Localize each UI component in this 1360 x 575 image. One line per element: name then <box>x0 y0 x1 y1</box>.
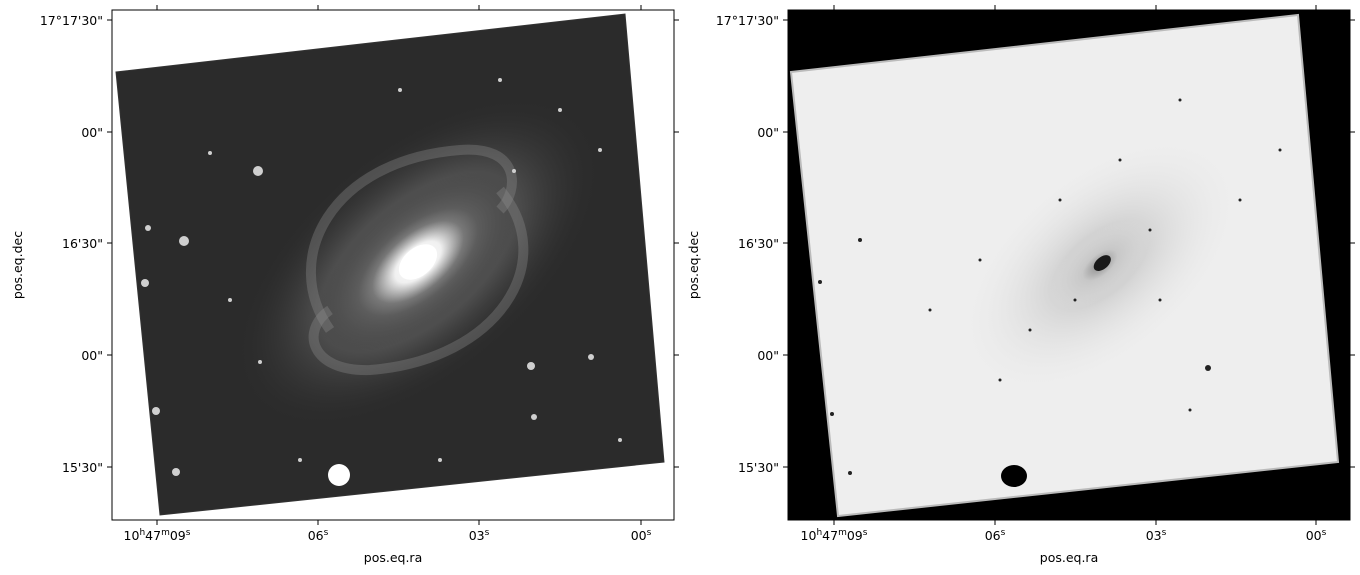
left-y-tick-label: 17°17'30" <box>40 13 103 28</box>
left-image-panel: 17°17'30" 00" 16'30" 00" 15'30" 10h47m09… <box>10 5 679 565</box>
right-x-tick-label: 00s <box>1306 528 1327 543</box>
right-axes-frame <box>787 9 1351 521</box>
right-galaxy <box>956 133 1244 397</box>
left-y-axis-label: pos.eq.dec <box>10 231 25 299</box>
right-x-axis-label: pos.eq.ra <box>1040 550 1098 565</box>
left-image-area <box>112 10 674 520</box>
right-image-area <box>788 10 1350 520</box>
left-y-tick-label: 15'30" <box>62 460 103 475</box>
right-y-tick-label: 15'30" <box>738 460 779 475</box>
right-y-tick-label: 00" <box>757 348 779 363</box>
left-y-tick-label: 00" <box>81 125 103 140</box>
left-galaxy <box>233 95 603 429</box>
right-y-axis-label: pos.eq.dec <box>686 231 701 299</box>
right-x-tick-label: 03s <box>1146 528 1167 543</box>
left-x-tick-label: 10h47m09s <box>124 528 191 543</box>
right-x-tick-label: 10h47m09s <box>801 528 868 543</box>
left-axes-frame <box>111 9 675 521</box>
right-mask-circle <box>1001 465 1027 487</box>
left-y-tick-label: 00" <box>81 348 103 363</box>
right-y-ticks <box>783 19 1355 468</box>
right-y-tick-label: 17°17'30" <box>716 13 779 28</box>
right-image-panel: 17°17'30" 00" 16'30" 00" 15'30" 10h47m09… <box>686 5 1355 565</box>
left-stars <box>141 78 622 476</box>
left-x-tick-label: 00s <box>631 528 652 543</box>
left-x-tick-label: 03s <box>469 528 490 543</box>
left-y-tick-label: 16'30" <box>62 236 103 251</box>
left-x-ticks <box>156 5 642 525</box>
right-x-ticks <box>833 5 1317 525</box>
left-y-ticks <box>107 19 679 468</box>
right-dark-specks <box>818 98 1282 475</box>
left-x-tick-label: 06s <box>308 528 329 543</box>
right-y-tick-label: 16'30" <box>738 236 779 251</box>
right-x-tick-label: 06s <box>985 528 1006 543</box>
right-y-tick-label: 00" <box>757 125 779 140</box>
left-mask-circle <box>328 464 350 486</box>
left-x-axis-label: pos.eq.ra <box>364 550 422 565</box>
